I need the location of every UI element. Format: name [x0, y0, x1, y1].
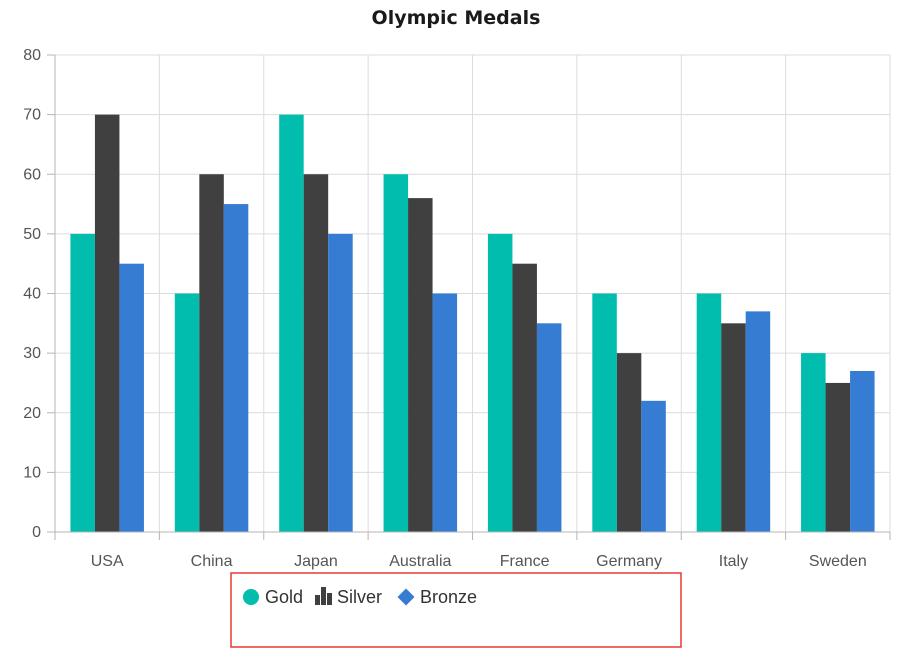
bars-group [70, 114, 875, 533]
y-tick-label: 80 [23, 47, 41, 64]
bar-bronze-australia[interactable] [432, 293, 458, 533]
bar-silver-italy[interactable] [721, 323, 746, 532]
y-tick-label: 40 [23, 286, 41, 303]
bar-bronze-sweden[interactable] [850, 371, 875, 532]
y-tick-label: 20 [23, 405, 41, 422]
chart-title: Olympic Medals [372, 7, 541, 29]
y-tick-label: 0 [32, 524, 41, 541]
y-tick-label: 70 [23, 107, 41, 124]
legend-label: Bronze [420, 587, 477, 607]
bar-silver-sweden[interactable] [825, 382, 851, 532]
legend-label: Silver [337, 587, 382, 607]
x-tick-label: USA [91, 553, 124, 570]
x-tick-label: Germany [596, 553, 662, 570]
bar-bronze-italy[interactable] [745, 311, 771, 532]
bar-silver-usa[interactable] [94, 114, 120, 532]
legend-item-silver[interactable]: Silver [315, 587, 382, 607]
bar-gold-france[interactable] [487, 233, 513, 532]
x-tick-label: France [500, 553, 550, 570]
y-tick-label: 50 [23, 226, 41, 243]
axes [47, 54, 891, 540]
bar-gold-sweden[interactable] [801, 353, 826, 532]
x-tick-label: Japan [294, 553, 338, 570]
y-tick-label: 30 [23, 345, 41, 362]
bar-bronze-usa[interactable] [119, 263, 144, 532]
bar-bronze-japan[interactable] [328, 233, 353, 532]
legend-label: Gold [265, 587, 303, 607]
circle-icon [243, 589, 259, 605]
bar-gold-italy[interactable] [696, 293, 722, 533]
bar-silver-france[interactable] [512, 263, 537, 532]
legend-highlight-box [230, 572, 682, 648]
bar-gold-china[interactable] [174, 293, 200, 533]
y-tick-label: 60 [23, 166, 41, 183]
diamond-icon [397, 588, 415, 606]
bar-bronze-china[interactable] [223, 204, 249, 532]
x-tick-label: Australia [389, 553, 451, 570]
bar-gold-japan[interactable] [279, 114, 304, 532]
bar-silver-japan[interactable] [303, 174, 329, 532]
x-tick-label: Sweden [809, 553, 867, 570]
y-tick-label: 10 [23, 464, 41, 481]
grid-lines [54, 54, 891, 532]
bar-bronze-germany[interactable] [641, 400, 666, 532]
x-tick-label: China [191, 553, 233, 570]
bar-bronze-france[interactable] [536, 323, 562, 532]
legend-item-gold[interactable]: Gold [243, 587, 303, 607]
bar-silver-australia[interactable] [408, 198, 433, 532]
bar-gold-usa[interactable] [70, 233, 95, 532]
legend[interactable]: Gold Silver Bronze [243, 587, 477, 607]
bar-gold-australia[interactable] [383, 174, 409, 532]
y-axis-labels: 0 10 20 30 40 50 60 70 80 [23, 47, 41, 541]
legend-item-bronze[interactable]: Bronze [397, 587, 478, 607]
x-tick-label: Italy [719, 553, 748, 570]
bar-gold-germany[interactable] [592, 293, 617, 533]
bar-silver-china[interactable] [199, 174, 224, 532]
x-axis-labels: USA China Japan Australia France Germany Italy… [91, 553, 867, 570]
bar-silver-germany[interactable] [616, 353, 642, 532]
bar-chart-icon [315, 587, 332, 605]
